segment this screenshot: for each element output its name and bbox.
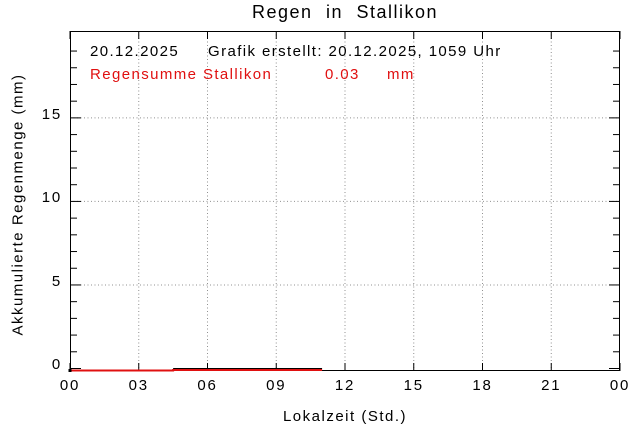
- chart-title: Regen in Stallikon: [251, 2, 439, 22]
- annotation-date: 20.12.2025: [90, 43, 180, 60]
- x-tick-label: 21: [541, 377, 562, 394]
- x-tick-label: 00: [609, 377, 631, 394]
- y-tick-label: 15: [41, 105, 62, 123]
- y-tick-label: 0: [51, 356, 62, 374]
- x-tick-label: 00: [59, 377, 81, 394]
- x-tick-label: 12: [334, 377, 356, 394]
- x-axis-label: Lokalzeit (Std.): [282, 408, 408, 425]
- y-tick-label: 5: [51, 272, 62, 290]
- y-tick-label: 10: [41, 189, 62, 207]
- x-tick-label: 15: [403, 377, 424, 394]
- annotation-rain-sum-value: 0.03: [325, 66, 360, 83]
- x-tick-label: 09: [266, 377, 287, 394]
- annotation-rain-sum-label: Regensumme Stallikon: [90, 66, 273, 83]
- x-tick-label: 06: [197, 377, 218, 394]
- x-tick-label: 18: [472, 377, 493, 394]
- x-tick-label: 03: [128, 377, 149, 394]
- annotation-created: Grafik erstellt: 20.12.2025, 1059 Uhr: [208, 43, 502, 60]
- annotation-rain-sum-unit: mm: [387, 66, 415, 83]
